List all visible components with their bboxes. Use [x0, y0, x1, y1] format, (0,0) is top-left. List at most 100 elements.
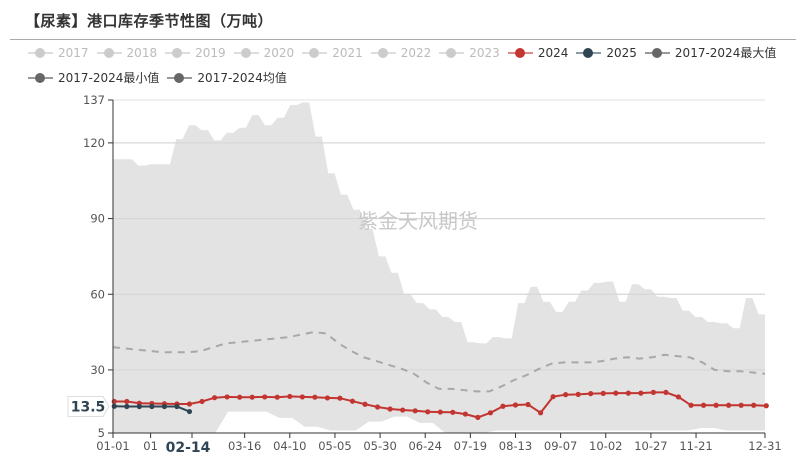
data-point[interactable]: [299, 394, 305, 400]
legend-item-2024[interactable]: 2024: [507, 42, 569, 64]
legend-label: 2019: [195, 46, 226, 60]
data-point[interactable]: [487, 410, 494, 416]
data-point[interactable]: [149, 403, 155, 410]
data-point[interactable]: [337, 395, 343, 401]
data-point[interactable]: [186, 401, 193, 407]
legend-item-2023[interactable]: 2023: [439, 42, 500, 64]
legend-item-2020[interactable]: 2020: [233, 42, 295, 64]
chart-title: 【尿素】港口库存季节性图（万吨）: [25, 12, 274, 30]
data-point[interactable]: [400, 407, 406, 413]
data-point[interactable]: [186, 408, 193, 415]
x-tick-label: 10-27: [634, 439, 667, 453]
data-point[interactable]: [613, 390, 619, 396]
data-point[interactable]: [475, 414, 481, 420]
min-area: [113, 411, 765, 433]
legend-line-dot-icon: [165, 46, 191, 60]
data-point[interactable]: [700, 402, 707, 408]
data-point[interactable]: [588, 391, 594, 397]
legend-item-2018[interactable]: 2018: [96, 42, 157, 64]
data-point[interactable]: [287, 393, 293, 400]
data-point[interactable]: [713, 402, 719, 408]
data-point[interactable]: [237, 394, 243, 400]
data-point[interactable]: [249, 394, 255, 400]
data-point[interactable]: [425, 409, 431, 415]
data-point[interactable]: [763, 403, 769, 409]
data-point[interactable]: [650, 389, 657, 395]
x-tick-label: 11-21: [679, 439, 712, 453]
data-point[interactable]: [638, 390, 644, 396]
y-tick-label: 5: [98, 426, 105, 440]
data-point[interactable]: [550, 394, 556, 400]
data-point[interactable]: [751, 402, 757, 408]
data-point[interactable]: [437, 409, 443, 415]
x-tick-label: 05-05: [318, 439, 351, 453]
data-point[interactable]: [537, 410, 544, 416]
data-point[interactable]: [512, 402, 519, 408]
x-tick-label: 01-01: [96, 439, 129, 453]
legend-label: 2017: [58, 46, 89, 60]
legend-item-2025[interactable]: 2025: [576, 42, 637, 64]
legend-line-dot-icon: [233, 46, 259, 60]
data-point[interactable]: [374, 404, 381, 410]
data-point[interactable]: [525, 401, 531, 408]
data-point[interactable]: [199, 398, 205, 405]
data-point[interactable]: [312, 394, 318, 400]
data-point[interactable]: [738, 402, 744, 408]
legend-line-dot-icon: [96, 46, 122, 60]
watermark: 紫金天风期货: [358, 209, 478, 233]
data-point[interactable]: [625, 390, 631, 396]
legend-item-2017-2024均值[interactable]: 2017-2024均值: [167, 67, 287, 89]
data-point[interactable]: [111, 403, 117, 409]
data-point[interactable]: [161, 403, 168, 410]
x-tick-label: 07-19: [454, 439, 487, 453]
data-point[interactable]: [111, 398, 117, 405]
legend-label: 2017-2024均值: [197, 71, 287, 85]
legend-item-2022[interactable]: 2022: [370, 42, 431, 64]
data-point[interactable]: [726, 402, 732, 408]
data-point[interactable]: [362, 401, 368, 407]
legend-label: 2021: [332, 46, 363, 60]
data-point[interactable]: [349, 398, 356, 404]
data-point[interactable]: [450, 409, 456, 415]
data-point[interactable]: [324, 395, 331, 401]
data-point[interactable]: [575, 391, 581, 398]
x-tick-label: 03-16: [228, 439, 261, 453]
x-tick-label: 10-02: [589, 439, 622, 453]
data-point[interactable]: [688, 402, 694, 408]
data-point[interactable]: [224, 394, 230, 400]
data-point[interactable]: [462, 411, 468, 417]
data-point[interactable]: [500, 403, 506, 409]
x-tick-label: 12-31: [748, 439, 781, 453]
title-divider: [10, 39, 796, 40]
legend-item-2017-2024最大值[interactable]: 2017-2024最大值: [644, 42, 776, 64]
data-point[interactable]: [211, 395, 218, 401]
x-tick-label: 01: [143, 439, 158, 453]
x-pointer-label: 02-14: [166, 440, 211, 456]
data-point[interactable]: [412, 408, 418, 414]
y-tick-label: 30: [90, 363, 105, 377]
legend-item-2019[interactable]: 2019: [165, 42, 226, 64]
data-point[interactable]: [136, 403, 142, 410]
legend-label: 2020: [263, 46, 295, 60]
y-tick-label: 120: [83, 136, 105, 150]
x-tick-label: 05-30: [363, 439, 396, 453]
legend-item-2021[interactable]: 2021: [302, 42, 363, 64]
legend-line-dot-icon: [28, 71, 53, 85]
data-point[interactable]: [262, 394, 268, 400]
legend-item-2017[interactable]: 2017: [28, 42, 89, 64]
data-point[interactable]: [274, 394, 280, 400]
legend-item-2017-2024最小值[interactable]: 2017-2024最小值: [28, 67, 159, 89]
data-point[interactable]: [387, 406, 393, 412]
x-tick-label: 04-10: [273, 439, 306, 453]
data-point[interactable]: [124, 398, 130, 405]
data-point[interactable]: [174, 403, 180, 410]
data-point[interactable]: [124, 403, 130, 410]
data-point[interactable]: [663, 389, 669, 395]
data-point[interactable]: [675, 394, 682, 400]
data-point[interactable]: [563, 392, 569, 398]
legend-label: 2024: [537, 46, 569, 60]
y-pointer-box: [67, 396, 110, 418]
data-point[interactable]: [600, 390, 606, 396]
legend-line-dot-icon: [28, 46, 53, 60]
